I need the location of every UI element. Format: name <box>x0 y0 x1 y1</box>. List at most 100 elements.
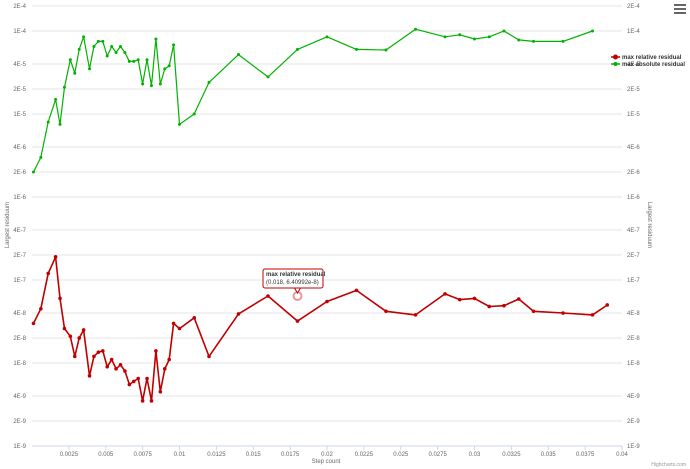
legend-marker-absolute <box>613 62 618 66</box>
legend: max relative residual max absolute resid… <box>611 54 685 68</box>
data-point <box>178 122 181 126</box>
tooltip: max relative residual (0.018, 6.40992e-8… <box>262 268 326 295</box>
data-point <box>46 271 51 276</box>
y-tick-label-right: 1E-5 <box>627 112 640 118</box>
y-tick-label-right: 2E-6 <box>627 170 640 176</box>
data-point <box>384 48 388 52</box>
data-point <box>132 59 136 63</box>
series-line <box>32 28 593 173</box>
data-point <box>119 45 122 49</box>
x-tick-label: 0.0275 <box>428 452 447 458</box>
data-point <box>58 122 62 126</box>
y-tick-label-left: 4E-8 <box>13 311 26 317</box>
data-point <box>472 296 477 301</box>
series-relative <box>31 255 610 403</box>
y-tick-label-right: 4E-9 <box>627 394 640 400</box>
data-point <box>458 33 462 37</box>
legend-item-absolute[interactable]: max absolute residual <box>611 62 685 68</box>
data-point <box>561 311 565 315</box>
hamburger-menu-icon[interactable] <box>674 4 686 14</box>
legend-label-absolute: max absolute residual <box>622 62 685 68</box>
data-point <box>39 306 43 311</box>
y-tick-label-left: 2E-9 <box>13 419 26 425</box>
y-tick-label-right: 1E-6 <box>627 195 640 201</box>
data-point <box>96 39 100 43</box>
data-point <box>31 170 35 174</box>
data-point <box>62 85 66 89</box>
x-tick-label: 0.01 <box>174 452 186 458</box>
y-axis-right-title: Largest residuum <box>646 202 652 248</box>
y-tick-label-left: 1E-8 <box>13 361 26 367</box>
y-tick-label-left: 1E-9 <box>13 444 26 450</box>
data-point <box>384 309 388 314</box>
y-tick-label-right: 2E-5 <box>627 87 640 93</box>
y-tick-label-left: 2E-8 <box>13 336 26 342</box>
data-point <box>158 82 162 86</box>
data-point <box>136 376 140 381</box>
data-point <box>92 354 96 359</box>
x-tick-label: 0.04 <box>616 452 628 458</box>
data-point <box>53 255 58 259</box>
x-tick-label: 0.005 <box>98 452 114 458</box>
y-axis-left-title: Largest residuum <box>5 202 11 248</box>
data-point <box>355 47 358 51</box>
data-point <box>192 316 197 320</box>
y-tick-label-left: 2E-5 <box>13 87 26 93</box>
data-point <box>192 112 196 116</box>
x-tick-label: 0.0325 <box>502 452 521 458</box>
y-tick-label-right: 1E-9 <box>627 444 640 450</box>
data-point <box>154 37 158 41</box>
data-point <box>162 367 167 371</box>
tooltip-title: max relative residual <box>266 272 326 278</box>
data-point <box>502 29 506 33</box>
data-point <box>46 120 50 124</box>
data-point <box>163 67 167 71</box>
data-point <box>296 47 299 51</box>
y-tick-label-right: 1E-4 <box>627 29 640 35</box>
data-point <box>266 75 270 79</box>
x-tick-label: 0.035 <box>541 452 557 458</box>
data-point <box>516 297 521 301</box>
data-point <box>68 58 72 62</box>
data-point <box>92 45 96 49</box>
data-point <box>31 321 36 326</box>
y-tick-label-left: 4E-9 <box>13 394 26 400</box>
data-point <box>81 328 86 332</box>
data-point <box>171 321 176 326</box>
data-point <box>473 37 476 41</box>
data-point <box>457 297 462 302</box>
legend-label-relative: max relative residual <box>622 55 682 61</box>
y-tick-label-left: 2E-4 <box>13 4 26 10</box>
data-point <box>127 59 131 63</box>
data-point <box>502 303 506 308</box>
legend-marker-relative <box>613 54 618 60</box>
data-point <box>145 376 149 381</box>
data-point <box>123 369 127 373</box>
data-point <box>561 39 565 43</box>
data-point <box>127 382 132 387</box>
x-tick-label: 0.03 <box>469 452 481 458</box>
x-tick-label: 0.0225 <box>355 452 374 458</box>
data-point <box>140 399 145 403</box>
data-point <box>72 354 77 359</box>
data-point <box>158 389 163 394</box>
data-point <box>54 97 58 101</box>
y-tick-label-right: 2E-7 <box>627 253 640 259</box>
y-tick-label-left: 1E-5 <box>13 112 26 118</box>
y-tick-label-left: 1E-7 <box>13 278 26 284</box>
tooltip-value: (0.018, 6.40992e-8) <box>266 280 319 286</box>
series-absolute <box>31 27 594 174</box>
data-point <box>154 349 158 353</box>
data-point <box>605 303 610 307</box>
data-point <box>118 363 123 367</box>
data-point <box>207 354 211 359</box>
x-tick-label: 0.0075 <box>133 452 152 458</box>
y-tick-label-right: 2E-4 <box>627 4 640 10</box>
legend-item-relative[interactable]: max relative residual <box>611 54 682 62</box>
data-point <box>149 84 153 88</box>
data-point <box>101 39 105 43</box>
data-point <box>177 326 182 331</box>
x-tick-label: 0.02 <box>321 452 333 458</box>
data-point <box>354 288 359 293</box>
